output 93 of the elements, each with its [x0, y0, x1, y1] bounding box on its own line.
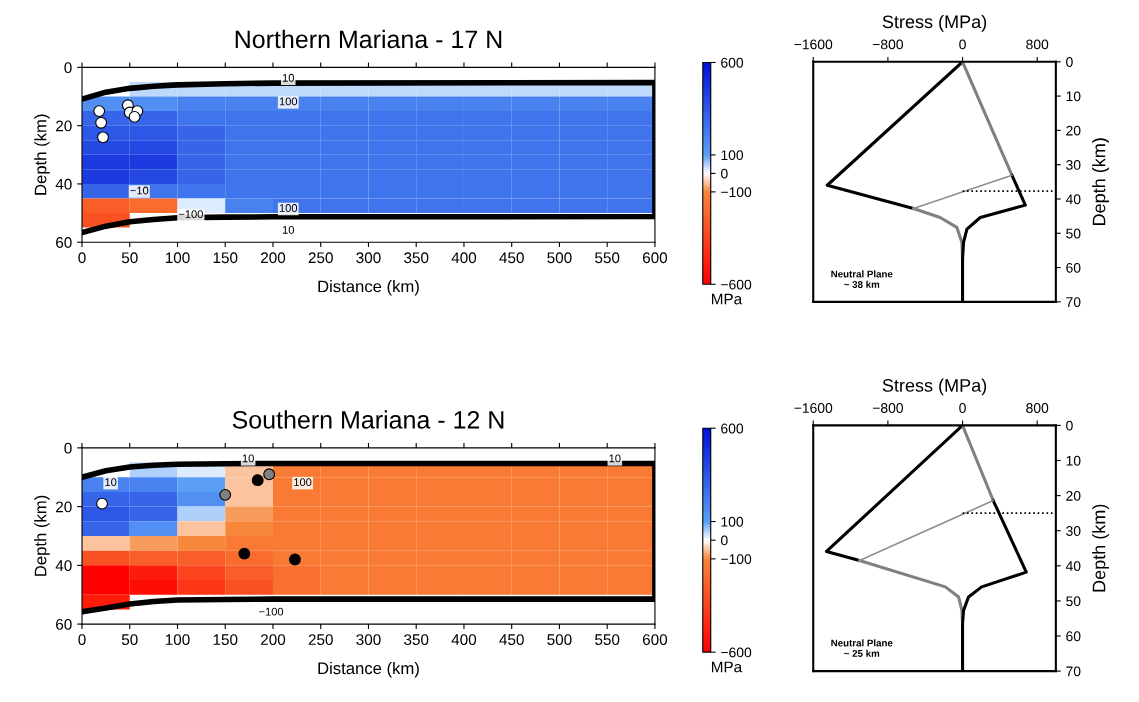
x-tick-label: −1600: [794, 39, 833, 50]
x-tick-label: 300: [356, 252, 381, 264]
x-tick-label: 100: [165, 252, 190, 264]
annotation: −10: [130, 186, 149, 195]
y-tick-label: 0: [64, 62, 72, 74]
y-tick-label: 10: [1066, 455, 1081, 466]
x-tick-label: 550: [595, 252, 620, 264]
x-tick-label: 300: [356, 634, 381, 646]
x-tick-label: 400: [451, 634, 477, 646]
x-tick-label: 50: [121, 252, 138, 264]
y-tick-label: 60: [56, 237, 72, 248]
annotation: 10: [282, 225, 294, 234]
y-tick-label: 40: [55, 178, 72, 190]
y-tick-label: 60: [56, 618, 72, 630]
x-tick-label: 450: [499, 634, 524, 646]
y-tick-label: 60: [1066, 631, 1081, 642]
x-axis-title: Distance (km): [318, 661, 419, 678]
x-tick-label: 350: [404, 252, 429, 264]
x-tick-label: 600: [642, 634, 668, 646]
y-tick-label: 0: [64, 442, 72, 454]
color-bar-label: −100: [721, 187, 752, 198]
color-bar-title: MPa: [711, 661, 743, 673]
x-tick-label: 250: [308, 252, 333, 264]
x-tick-label: −800: [872, 403, 903, 413]
x-tick-label: 500: [547, 252, 572, 264]
x-tick-label: 800: [1026, 39, 1049, 50]
x-axis-title: Stress (MPa): [882, 378, 987, 396]
x-tick-label: 350: [404, 634, 429, 646]
y-axis-title: Depth (km): [1092, 138, 1109, 225]
color-bar-label: 600: [721, 423, 744, 434]
annotation: −100: [178, 210, 203, 219]
color-bar-label: 100: [721, 516, 744, 527]
chart-title: Northern Mariana - 17 N: [235, 29, 502, 49]
color-bar-label: 0: [721, 535, 728, 546]
annotation: 100: [279, 204, 298, 212]
y-axis-title: Depth (km): [1092, 504, 1109, 592]
color-bar-label: 0: [721, 168, 728, 179]
annotation: −100: [259, 607, 284, 616]
x-axis-title: Distance (km): [318, 280, 419, 296]
y-tick-label: 40: [55, 560, 72, 572]
x-tick-label: 150: [213, 252, 238, 264]
x-tick-label: 0: [959, 403, 966, 413]
y-tick-label: 30: [1066, 526, 1081, 536]
annotation: Neutral Plane ~ 38 km: [831, 270, 893, 288]
x-tick-label: 50: [121, 634, 138, 646]
y-tick-label: 40: [1065, 561, 1081, 571]
x-tick-label: 800: [1026, 403, 1049, 413]
annotation: 100: [279, 97, 298, 106]
x-tick-label: 550: [595, 634, 620, 646]
y-tick-label: 70: [1066, 297, 1081, 308]
x-tick-label: 400: [451, 252, 477, 264]
color-bar-label: −600: [721, 647, 752, 658]
y-tick-label: 50: [1066, 228, 1081, 239]
y-axis-title: Depth (km): [34, 114, 50, 195]
annotation: 100: [294, 478, 312, 487]
y-tick-label: 0: [1066, 420, 1073, 431]
y-tick-label: 10: [1066, 91, 1081, 102]
x-tick-label: 0: [78, 252, 86, 264]
color-bar-title: MPa: [711, 293, 743, 305]
x-tick-label: 600: [642, 252, 668, 264]
y-axis-title: Depth (km): [34, 495, 50, 576]
x-tick-label: 200: [261, 634, 286, 646]
color-bar-label: −600: [721, 279, 752, 290]
x-axis-title: Stress (MPa): [882, 14, 987, 32]
x-tick-label: 500: [547, 634, 572, 646]
annotation: 10: [105, 478, 117, 487]
x-tick-label: 250: [308, 634, 333, 646]
color-bar-label: 600: [721, 57, 744, 68]
x-tick-label: −1600: [794, 403, 833, 413]
y-tick-label: 20: [56, 501, 72, 513]
x-tick-label: 100: [165, 634, 190, 646]
annotation: 10: [282, 73, 294, 82]
annotation: 10: [242, 454, 254, 463]
x-tick-label: 150: [213, 634, 238, 646]
annotation: Neutral Plane ~ 25 km: [831, 639, 893, 657]
y-tick-label: 70: [1066, 666, 1081, 677]
x-tick-label: 0: [959, 39, 966, 50]
x-tick-label: 450: [499, 252, 524, 264]
y-tick-label: 60: [1066, 262, 1081, 273]
y-tick-label: 50: [1066, 596, 1081, 607]
y-tick-label: 30: [1066, 160, 1081, 170]
color-bar-label: 100: [721, 150, 744, 161]
y-tick-label: 20: [1066, 490, 1081, 501]
y-tick-label: 0: [1066, 57, 1073, 67]
x-tick-label: 0: [78, 634, 86, 646]
x-tick-label: 200: [261, 252, 286, 264]
annotation: 10: [609, 454, 621, 463]
color-bar-label: −100: [721, 554, 752, 565]
y-tick-label: 20: [56, 120, 72, 132]
chart-title: Southern Mariana - 12 N: [232, 410, 504, 429]
x-tick-label: −800: [872, 39, 903, 50]
y-tick-label: 40: [1065, 194, 1081, 205]
y-tick-label: 20: [1066, 125, 1081, 136]
